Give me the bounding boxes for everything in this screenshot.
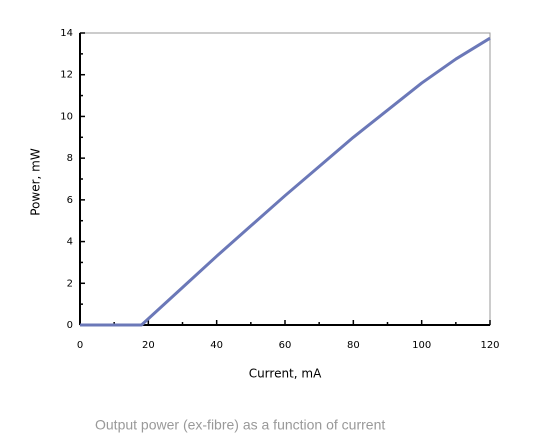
x-tick-label: 100 [412, 340, 431, 351]
y-tick-label: 10 [60, 111, 73, 122]
data-line [80, 36, 491, 327]
y-tick-label: 4 [67, 237, 73, 248]
x-tick-label: 80 [347, 340, 360, 351]
y-axis-label: Power, mW [29, 148, 43, 216]
y-tick-label: 0 [67, 320, 73, 331]
y-tick-label: 2 [67, 278, 73, 289]
y-tick-label: 14 [60, 28, 73, 39]
x-axis-label: Current, mA [249, 367, 322, 381]
x-tick-label: 60 [279, 340, 292, 351]
y-tick-label: 12 [60, 70, 73, 81]
x-tick-label: 20 [142, 340, 155, 351]
y-tick-label: 6 [67, 195, 73, 206]
x-tick-label: 120 [480, 340, 499, 351]
y-tick-label: 8 [67, 153, 73, 164]
x-tick-label: 0 [77, 340, 83, 351]
caption: Output power (ex-fibre) as a function of… [95, 417, 385, 433]
x-tick-label: 40 [210, 340, 223, 351]
